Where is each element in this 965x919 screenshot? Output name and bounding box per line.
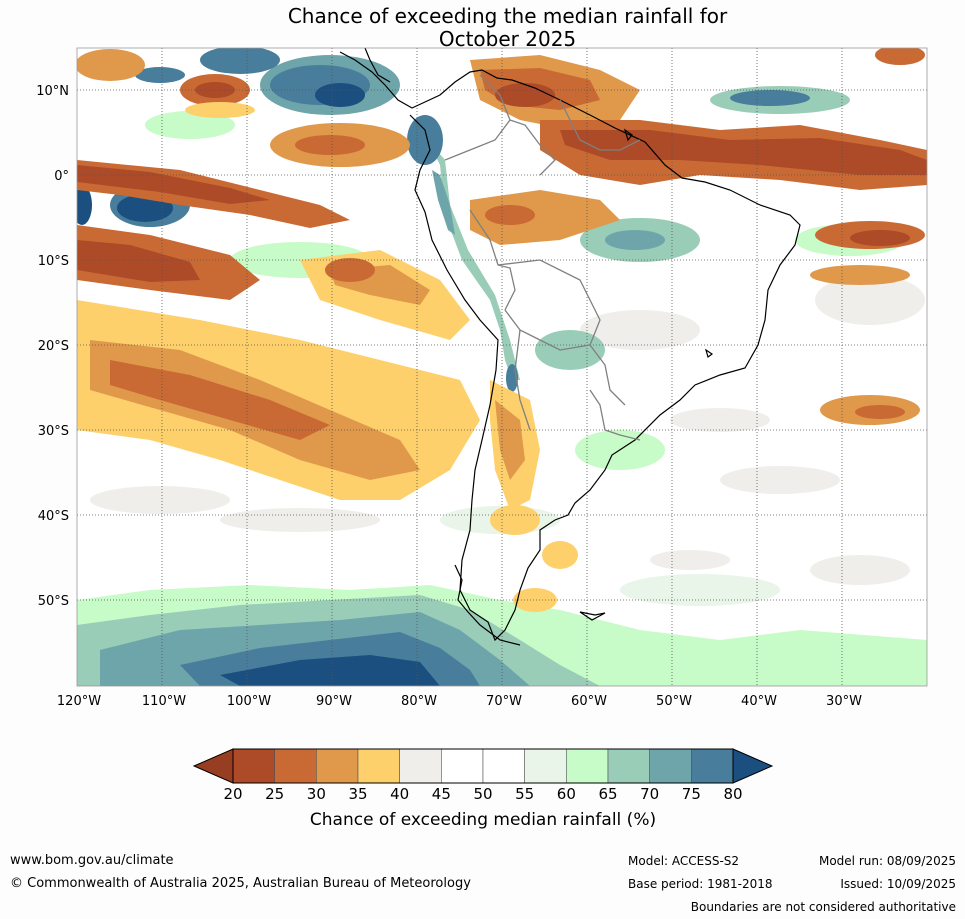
lat-label-50s: 50°S — [38, 594, 69, 609]
model-run-date: Model run: 08/09/2025 — [818, 854, 956, 868]
lon-label-50w: 50°W — [656, 694, 692, 709]
colorbar-tick-label: 50 — [473, 785, 492, 803]
colorbar-tick-label: 25 — [265, 785, 284, 803]
colorbar-segment — [649, 748, 692, 784]
colorbar-label: Chance of exceeding median rainfall (%) — [310, 810, 656, 830]
longitude-labels: 120°W 110°W 100°W 90°W 80°W 70°W 60°W 50… — [57, 694, 862, 709]
colorbar-segment — [482, 748, 525, 784]
lon-label-110w: 110°W — [142, 694, 186, 709]
lat-label-40s: 40°S — [38, 509, 69, 524]
colorbar-segment — [566, 748, 609, 784]
colorbar-tick-label: 60 — [557, 785, 576, 803]
lon-label-30w: 30°W — [826, 694, 862, 709]
near-normal-patches — [90, 275, 925, 585]
colorbar-tick-label: 40 — [390, 785, 409, 803]
colorbar-tick-label: 55 — [515, 785, 534, 803]
map-panel — [77, 48, 927, 686]
lon-label-120w: 120°W — [57, 694, 101, 709]
lon-label-100w: 100°W — [227, 694, 271, 709]
colorbar-segment — [274, 748, 317, 784]
colorbar-tick-label: 65 — [598, 785, 617, 803]
colorbar-tick-label: 30 — [307, 785, 326, 803]
colorbar-segment — [232, 748, 275, 784]
lon-label-60w: 60°W — [571, 694, 607, 709]
colorbar-tick-label: 75 — [682, 785, 701, 803]
lon-label-40w: 40°W — [741, 694, 777, 709]
colorbar-tick-label: 45 — [432, 785, 451, 803]
colorbar-segments — [232, 748, 734, 784]
colorbar-tick-labels: 20 25 30 35 40 45 50 55 60 65 70 75 80 — [223, 785, 742, 803]
lat-label-10n: 10°N — [36, 84, 69, 99]
colorbar-segment — [441, 748, 484, 784]
colorbar-segment — [607, 748, 650, 784]
graticule — [77, 48, 927, 686]
issued-date: Issued: 10/09/2025 — [840, 877, 956, 891]
lat-label-10s: 10°S — [38, 254, 69, 269]
colorbar-segment — [316, 748, 359, 784]
lat-label-30s: 30°S — [38, 424, 69, 439]
colorbar-tick-label: 35 — [348, 785, 367, 803]
country-borders — [444, 74, 641, 441]
colorbar-tick-label: 70 — [640, 785, 659, 803]
boundaries-disclaimer: Boundaries are not considered authoritat… — [690, 900, 956, 914]
lon-label-90w: 90°W — [316, 694, 352, 709]
colorbar-segment — [524, 748, 567, 784]
colorbar-over-arrow — [732, 748, 774, 784]
copyright-text: © Commonwealth of Australia 2025, Austra… — [10, 876, 471, 891]
colorbar-segment — [399, 748, 442, 784]
map-title-line-2: October 2025 — [438, 27, 577, 51]
colorbar-tick-label: 20 — [223, 785, 242, 803]
latitude-labels: 10°N 0° 10°S 20°S 30°S 40°S 50°S — [36, 84, 69, 609]
colorbar-tick-label: 80 — [723, 785, 742, 803]
website-link[interactable]: www.bom.gov.au/climate — [10, 853, 174, 868]
dry-patches — [77, 48, 927, 612]
coastlines — [339, 48, 801, 646]
colorbar-segment — [357, 748, 400, 784]
colorbar-under-arrow — [192, 748, 234, 784]
lat-label-0: 0° — [54, 169, 69, 184]
lon-label-80w: 80°W — [401, 694, 437, 709]
model-name: Model: ACCESS-S2 — [628, 854, 740, 868]
map-title-line-1: Chance of exceeding the median rainfall … — [287, 4, 728, 28]
colorbar-segment — [691, 748, 734, 784]
base-period: Base period: 1981-2018 — [628, 877, 773, 891]
lon-label-70w: 70°W — [486, 694, 522, 709]
lat-label-20s: 20°S — [38, 339, 69, 354]
colorbar: 20 25 30 35 40 45 50 55 60 65 70 75 80 Chance of exc… — [192, 748, 774, 830]
